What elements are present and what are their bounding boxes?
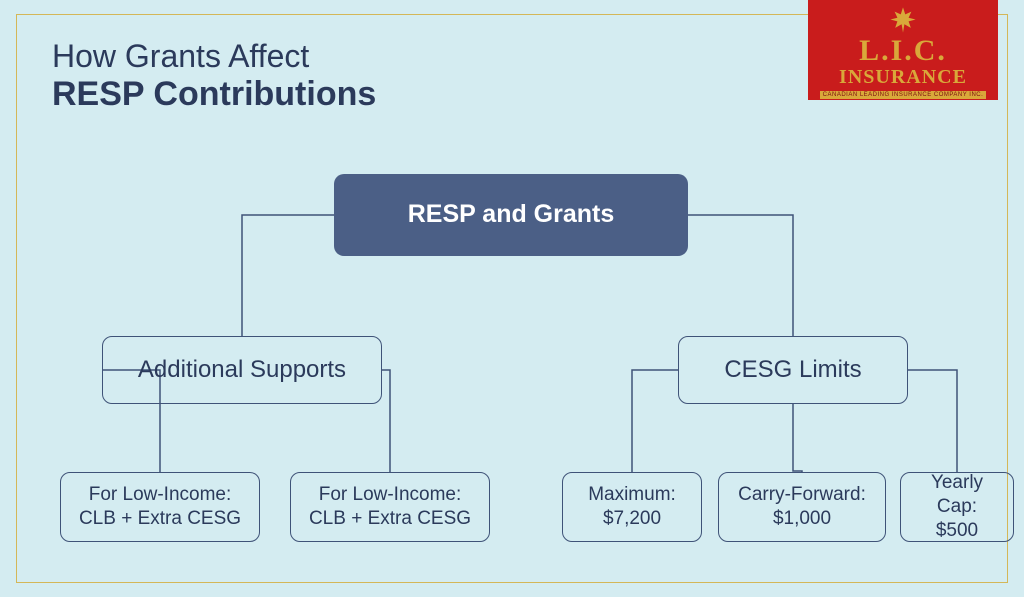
- edge-root-right: [688, 215, 793, 336]
- node-label: Additional Supports: [138, 355, 346, 385]
- edge-left-l2: [382, 370, 390, 472]
- node-label-line2: CLB + Extra CESG: [309, 507, 471, 531]
- node-r1: Maximum:$7,200: [562, 472, 702, 542]
- node-l1: For Low-Income:CLB + Extra CESG: [60, 472, 260, 542]
- node-r3: Yearly Cap:$500: [900, 472, 1014, 542]
- node-label: RESP and Grants: [408, 199, 615, 230]
- edge-right-r2: [793, 404, 802, 472]
- edge-root-left: [242, 215, 334, 336]
- node-label-line2: CLB + Extra CESG: [79, 507, 241, 531]
- node-label: CESG Limits: [724, 355, 861, 385]
- node-label-line1: Yearly Cap:: [911, 471, 1003, 519]
- node-label-line1: For Low-Income:: [89, 483, 232, 507]
- node-left: Additional Supports: [102, 336, 382, 404]
- node-root: RESP and Grants: [334, 174, 688, 256]
- node-label-line2: $500: [936, 519, 978, 543]
- node-right: CESG Limits: [678, 336, 908, 404]
- edge-right-r3: [908, 370, 957, 472]
- node-label-line2: $1,000: [773, 507, 831, 531]
- node-label-line1: Carry-Forward:: [738, 483, 866, 507]
- edge-right-r1: [632, 370, 678, 472]
- node-label-line1: For Low-Income:: [319, 483, 462, 507]
- node-r2: Carry-Forward:$1,000: [718, 472, 886, 542]
- node-label-line1: Maximum:: [588, 483, 676, 507]
- node-l2: For Low-Income:CLB + Extra CESG: [290, 472, 490, 542]
- tree-diagram: RESP and Grants Additional Supports CESG L…: [0, 0, 1024, 597]
- node-label-line2: $7,200: [603, 507, 661, 531]
